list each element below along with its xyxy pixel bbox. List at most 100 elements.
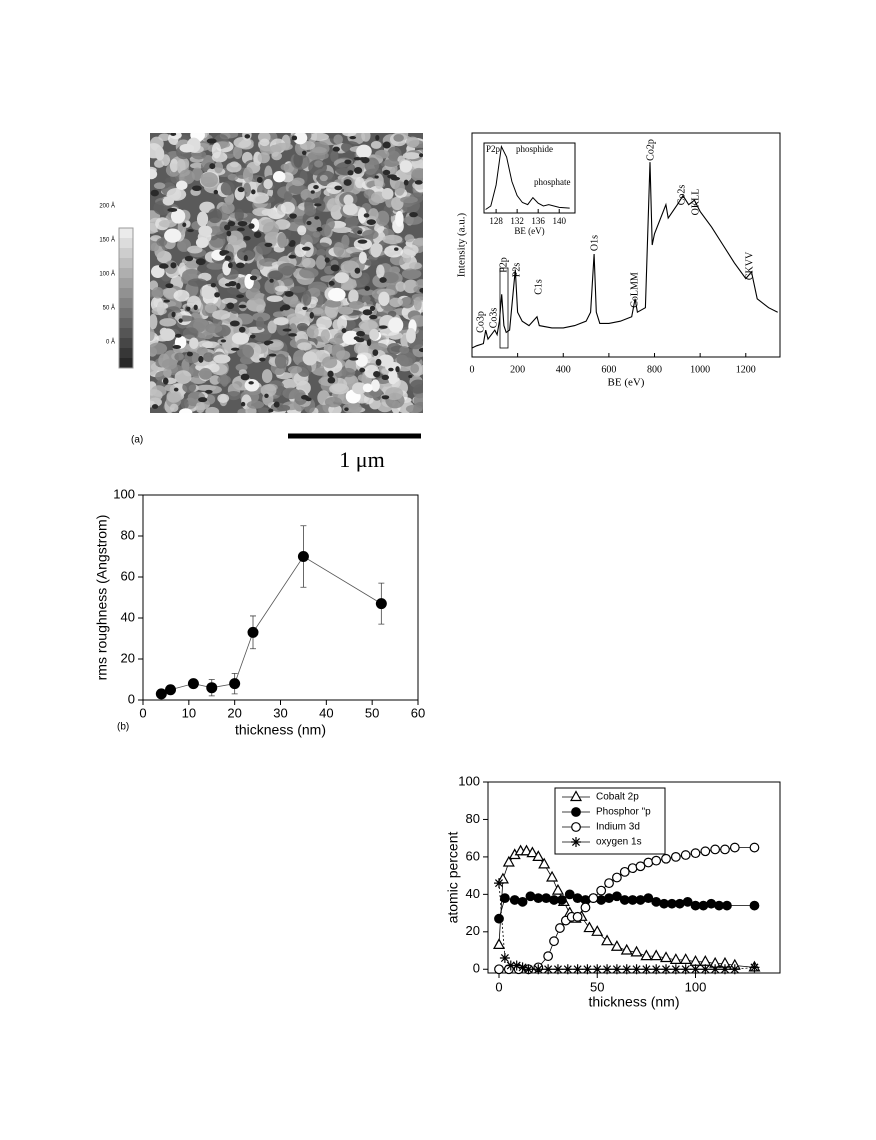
afm-grain bbox=[237, 408, 248, 413]
marker bbox=[572, 911, 583, 922]
afm-pit bbox=[314, 216, 320, 220]
marker bbox=[555, 923, 565, 933]
afm-pit bbox=[249, 275, 258, 281]
marker bbox=[635, 895, 646, 905]
afm-pit bbox=[243, 236, 251, 241]
afm-grain bbox=[304, 205, 317, 216]
afm-grain bbox=[389, 297, 403, 308]
afm-grain bbox=[201, 331, 214, 340]
afm-grain bbox=[150, 314, 158, 330]
afm-pit bbox=[237, 186, 245, 193]
afm-grain bbox=[360, 313, 372, 321]
x-tick-label: 132 bbox=[510, 216, 524, 226]
afm-grain bbox=[274, 353, 287, 369]
marker bbox=[710, 844, 721, 855]
marker bbox=[543, 951, 554, 962]
afm-pit bbox=[243, 254, 248, 262]
afm-grain bbox=[399, 346, 410, 354]
afm-grain bbox=[277, 232, 287, 249]
afm-pit bbox=[309, 312, 314, 319]
peak-label: CKVV bbox=[744, 251, 755, 280]
afm-pit bbox=[158, 263, 169, 269]
afm-grain bbox=[362, 259, 379, 266]
afm-pit bbox=[373, 370, 381, 378]
afm-pit bbox=[162, 377, 169, 385]
afm-pit bbox=[344, 159, 352, 165]
afm-pit bbox=[273, 401, 280, 408]
afm-pit bbox=[248, 381, 254, 385]
afm-grain bbox=[322, 356, 338, 369]
marker bbox=[630, 945, 643, 957]
afm-grain bbox=[341, 234, 350, 249]
x-tick-label: 1200 bbox=[736, 364, 756, 375]
afm-grain bbox=[221, 297, 238, 305]
afm-pit bbox=[357, 239, 368, 244]
x-axis-label: BE (eV) bbox=[608, 377, 645, 389]
afm-grain bbox=[332, 319, 342, 331]
y-tick-label: 0 bbox=[473, 961, 480, 976]
afm-grain bbox=[236, 247, 256, 262]
afm-grain bbox=[182, 381, 197, 393]
colorbar-label: 150 Å bbox=[99, 237, 115, 244]
marker bbox=[641, 964, 652, 975]
afm-grain bbox=[150, 168, 158, 180]
afm-grain bbox=[312, 231, 321, 238]
colorbar-step bbox=[119, 268, 133, 278]
peak-label: OKLL bbox=[690, 189, 701, 216]
marker bbox=[706, 898, 717, 909]
afm-pit bbox=[349, 357, 359, 361]
afm-grain bbox=[328, 287, 346, 302]
afm-grain bbox=[383, 158, 400, 167]
x-tick-label: 0 bbox=[470, 364, 475, 375]
marker bbox=[552, 964, 563, 975]
afm-grain bbox=[196, 211, 209, 227]
afm-grain bbox=[297, 225, 307, 236]
afm-grain bbox=[378, 291, 390, 306]
marker bbox=[533, 964, 544, 975]
colorbar-step bbox=[119, 238, 133, 248]
afm-pit bbox=[334, 185, 343, 191]
afm-pit bbox=[236, 262, 245, 269]
afm-grain bbox=[173, 289, 190, 302]
data-point bbox=[297, 551, 309, 562]
afm-grain bbox=[291, 177, 305, 187]
afm-grain bbox=[235, 363, 248, 372]
colorbar-step bbox=[119, 228, 133, 238]
y-tick-label: 0 bbox=[128, 691, 135, 706]
marker bbox=[546, 870, 559, 882]
afm-grain bbox=[396, 351, 416, 367]
afm-pit bbox=[187, 229, 194, 233]
x-tick-label: 40 bbox=[319, 705, 333, 720]
peak-label: P2p bbox=[498, 257, 509, 273]
afm-pit bbox=[327, 370, 334, 378]
marker bbox=[627, 863, 638, 874]
afm-grain bbox=[158, 219, 177, 228]
afm-pit bbox=[288, 333, 297, 337]
afm-pit bbox=[316, 227, 323, 232]
afm-grain bbox=[236, 344, 255, 359]
afm-grain bbox=[294, 243, 307, 258]
afm-pit bbox=[395, 366, 400, 373]
afm-pit bbox=[363, 213, 370, 218]
colorbar-step bbox=[119, 338, 133, 348]
afm-grain bbox=[394, 180, 405, 196]
afm-grain bbox=[164, 228, 182, 243]
afm-grain bbox=[195, 401, 206, 413]
marker bbox=[596, 885, 607, 896]
afm-pit bbox=[355, 337, 365, 343]
marker bbox=[700, 846, 711, 857]
afm-pit bbox=[381, 374, 390, 380]
afm-grain bbox=[257, 152, 270, 164]
marker bbox=[543, 964, 554, 975]
peak-label: Co3p bbox=[475, 311, 486, 333]
afm-pit bbox=[268, 353, 277, 357]
afm-grain bbox=[302, 351, 318, 366]
afm-grain bbox=[400, 296, 415, 309]
y-tick-label: 40 bbox=[466, 886, 480, 901]
afm-pit bbox=[198, 355, 204, 363]
y-axis-label: Intensity (a.u.) bbox=[456, 212, 468, 277]
afm-pit bbox=[227, 220, 236, 227]
afm-grain bbox=[263, 178, 273, 190]
marker bbox=[580, 902, 591, 913]
afm-pit bbox=[419, 287, 423, 293]
